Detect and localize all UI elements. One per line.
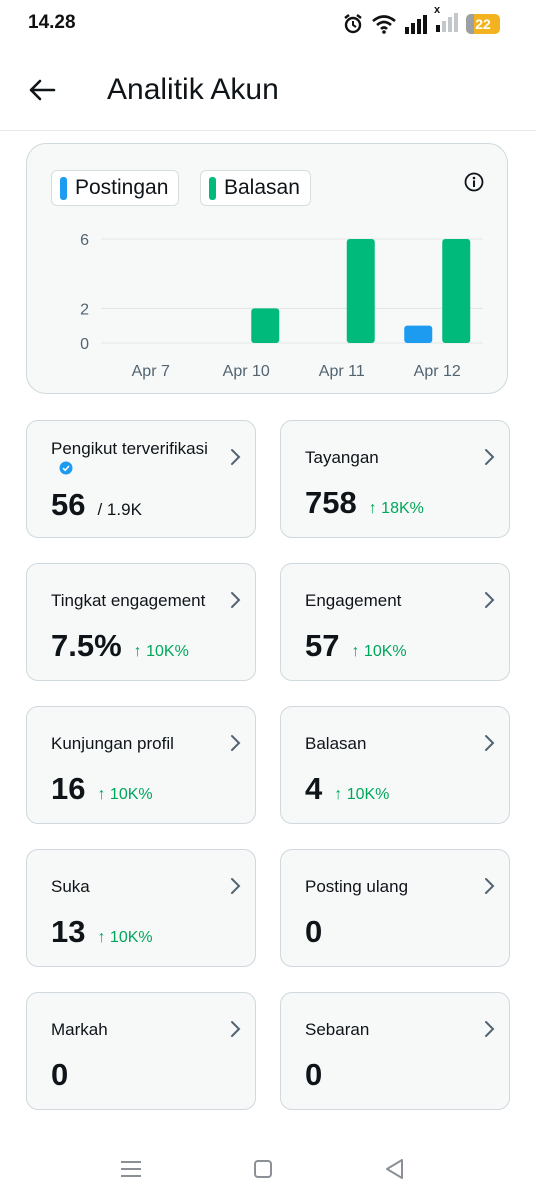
- metric-value-row: 56 / 1.9K: [51, 487, 142, 523]
- metric-card[interactable]: Sebaran 0: [280, 992, 510, 1110]
- signal-icon: [405, 15, 427, 34]
- bar-postingan: [404, 325, 433, 343]
- wifi-icon: [372, 15, 396, 34]
- back-nav-button[interactable]: [382, 1156, 408, 1182]
- metric-value: 0: [305, 914, 323, 949]
- chevron-right-icon: [485, 449, 495, 465]
- status-time: 14.28: [28, 12, 76, 33]
- x-tick-label: Apr 10: [223, 363, 270, 380]
- metric-label: Markah: [51, 1020, 108, 1039]
- legend-swatch-postingan: [60, 176, 67, 200]
- metric-value: 57: [305, 628, 340, 663]
- metric-change: ↑ 18K%: [368, 500, 424, 517]
- chevron-right-icon: [485, 1021, 495, 1037]
- alarm-icon: [344, 14, 362, 34]
- y-tick-label: 6: [80, 232, 89, 249]
- metric-label: Suka: [51, 877, 90, 896]
- metric-value: 16: [51, 771, 86, 806]
- metric-card[interactable]: Tayangan 758 ↑ 18K%: [280, 420, 510, 538]
- metric-value-row: 0: [305, 1057, 322, 1093]
- metric-label: Sebaran: [305, 1020, 370, 1039]
- chevron-right-icon: [485, 592, 495, 608]
- verified-badge-icon: [59, 461, 73, 475]
- metric-change: ↑ 10K%: [97, 786, 153, 803]
- y-tick-label: 0: [80, 336, 89, 353]
- metric-value-row: 0: [305, 914, 322, 950]
- status-icons: x 22: [342, 4, 500, 37]
- metric-value: 4: [305, 771, 323, 806]
- metric-card[interactable]: Posting ulang 0: [280, 849, 510, 967]
- app-header: Analitik Akun: [0, 46, 536, 131]
- metric-value: 0: [51, 1057, 69, 1092]
- bar-balasan: [346, 239, 375, 343]
- chevron-right-icon: [231, 735, 241, 751]
- x-tick-label: Apr 12: [414, 363, 461, 380]
- metric-card[interactable]: Suka 13 ↑ 10K%: [26, 849, 256, 967]
- metric-change: ↑ 10K%: [97, 929, 153, 946]
- bar-chart: 0 2 6 Apr 7 Apr 10 Apr 11 Apr 12: [80, 232, 483, 380]
- page-title: Analitik Akun: [107, 73, 279, 106]
- metric-label: Tayangan: [305, 448, 379, 467]
- recent-apps-button[interactable]: [118, 1156, 144, 1182]
- metric-sub: / 1.9K: [97, 500, 142, 519]
- metric-value-row: 7.5% ↑ 10K%: [51, 628, 189, 664]
- metric-label: Posting ulang: [305, 877, 409, 896]
- metric-card[interactable]: Pengikut terverifikasi 56 / 1.9K: [26, 420, 256, 538]
- status-bar: 14.28 x 22: [0, 0, 536, 46]
- chevron-right-icon: [231, 592, 241, 608]
- info-icon[interactable]: [463, 171, 485, 193]
- metric-value-row: 57 ↑ 10K%: [305, 628, 407, 664]
- metric-change: ↑ 10K%: [351, 643, 407, 660]
- metric-label: Engagement: [305, 591, 402, 610]
- home-button[interactable]: [250, 1156, 276, 1182]
- metric-card[interactable]: Tingkat engagement 7.5% ↑ 10K%: [26, 563, 256, 681]
- metric-label: Kunjungan profil: [51, 734, 174, 753]
- sim2-no-service-mark: x: [434, 3, 441, 16]
- battery-level: 22: [475, 16, 491, 32]
- metric-card[interactable]: Balasan 4 ↑ 10K%: [280, 706, 510, 824]
- metric-value: 13: [51, 914, 86, 949]
- metric-value-row: 4 ↑ 10K%: [305, 771, 389, 807]
- back-button[interactable]: [26, 74, 58, 106]
- x-tick-label: Apr 11: [319, 363, 365, 380]
- metric-value-row: 16 ↑ 10K%: [51, 771, 153, 807]
- metric-change: ↑ 10K%: [334, 786, 390, 803]
- legend-postingan[interactable]: Postingan: [51, 170, 180, 206]
- metric-card[interactable]: Kunjungan profil 16 ↑ 10K%: [26, 706, 256, 824]
- metric-change: ↑ 10K%: [133, 643, 189, 660]
- chevron-right-icon: [231, 1021, 241, 1037]
- metric-value: 56: [51, 487, 86, 522]
- bar-balasan: [442, 239, 471, 343]
- metric-value: 0: [305, 1057, 323, 1092]
- metric-value: 7.5%: [51, 628, 122, 663]
- chevron-right-icon: [485, 878, 495, 894]
- chart-card: Postingan Balasan 0 2 6 Apr 7 Apr 10 Apr 11 Ap…: [26, 143, 508, 394]
- bar-balasan: [251, 308, 280, 343]
- signal-weak-icon: [436, 12, 458, 32]
- metric-value: 758: [305, 485, 357, 520]
- x-tick-label: Apr 7: [132, 363, 170, 380]
- metric-card[interactable]: Engagement 57 ↑ 10K%: [280, 563, 510, 681]
- y-tick-label: 2: [80, 301, 89, 318]
- metric-card[interactable]: Markah 0: [26, 992, 256, 1110]
- metric-value-row: 758 ↑ 18K%: [305, 485, 424, 521]
- metric-value-row: 0: [51, 1057, 68, 1093]
- metric-label: Tingkat engagement: [51, 591, 206, 610]
- legend-label-postingan: Postingan: [75, 176, 169, 199]
- system-nav-bar: [0, 1140, 536, 1200]
- battery-icon: 22: [466, 14, 500, 34]
- chevron-right-icon: [485, 735, 495, 751]
- legend-label-balasan: Balasan: [224, 176, 300, 199]
- chevron-right-icon: [231, 878, 241, 894]
- signal-sim2: x: [434, 4, 459, 37]
- legend-swatch-balasan: [209, 176, 216, 200]
- chevron-right-icon: [231, 449, 241, 465]
- arrow-left-icon: [29, 79, 56, 101]
- metric-label: Pengikut terverifikasi: [51, 440, 211, 476]
- metric-label: Balasan: [305, 734, 367, 753]
- metric-value-row: 13 ↑ 10K%: [51, 914, 153, 950]
- legend-balasan[interactable]: Balasan: [200, 170, 311, 206]
